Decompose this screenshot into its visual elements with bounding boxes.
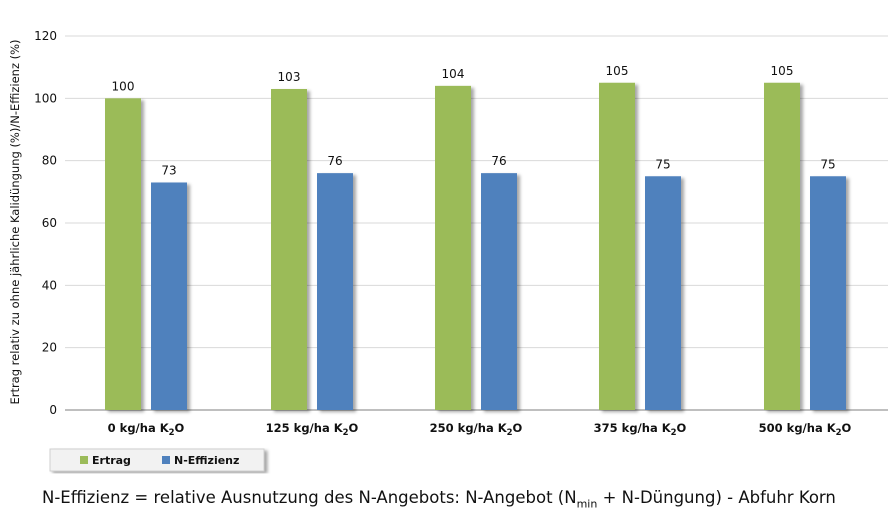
footnote-part1: N-Effizienz = relative Ausnutzung des N-…: [42, 488, 577, 507]
bar-n-effizienz: [810, 176, 846, 410]
bar-n-effizienz: [151, 182, 187, 410]
data-label: 105: [606, 64, 629, 78]
footnote: N-Effizienz = relative Ausnutzung des N-…: [42, 488, 892, 510]
x-tick-label: 500 kg/ha K2O: [759, 421, 852, 438]
bar-ertrag: [764, 82, 800, 410]
x-tick-label: 125 kg/ha K2O: [266, 421, 359, 438]
y-tick-label: 20: [42, 341, 57, 355]
bar-chart-svg: 0 20 40 60 80 100 120 Ertrag relativ zu ohne jä…: [8, 29, 888, 472]
y-tick-label: 120: [34, 29, 57, 43]
legend-label: Ertrag: [92, 454, 131, 467]
legend-swatch: [80, 456, 88, 464]
legend-box: [49, 448, 265, 472]
footnote-subscript: min: [576, 497, 598, 511]
data-label: 100: [112, 79, 135, 93]
data-label: 73: [161, 163, 176, 177]
bar-ertrag: [435, 85, 471, 410]
data-label: 75: [820, 157, 835, 171]
y-tick-label: 80: [42, 154, 57, 168]
data-label: 76: [327, 154, 342, 168]
x-tick-label: 250 kg/ha K2O: [430, 421, 523, 438]
bar-ertrag: [105, 98, 141, 410]
bar-ertrag: [599, 82, 635, 410]
x-tick-label: 0 kg/ha K2O: [108, 421, 185, 438]
legend-label: N-Effizienz: [174, 454, 239, 467]
y-tick-label: 100: [34, 91, 57, 105]
data-label: 105: [771, 64, 794, 78]
y-tick-label: 60: [42, 216, 57, 230]
y-tick-label: 40: [42, 278, 57, 292]
x-tick-label: 375 kg/ha K2O: [594, 421, 687, 438]
data-label: 76: [491, 154, 506, 168]
legend-swatch: [162, 456, 170, 464]
data-label: 75: [655, 157, 670, 171]
bar-n-effizienz: [645, 176, 681, 410]
y-axis-label: Ertrag relativ zu ohne jährliche Kalidün…: [8, 39, 22, 404]
y-tick-label: 0: [49, 403, 57, 417]
data-label: 104: [442, 67, 465, 81]
data-label: 103: [278, 70, 301, 84]
footnote-part2: + N-Düngung) - Abfuhr Korn: [597, 488, 836, 507]
bar-n-effizienz: [317, 173, 353, 410]
bar-ertrag: [271, 88, 307, 410]
bar-n-effizienz: [481, 173, 517, 410]
